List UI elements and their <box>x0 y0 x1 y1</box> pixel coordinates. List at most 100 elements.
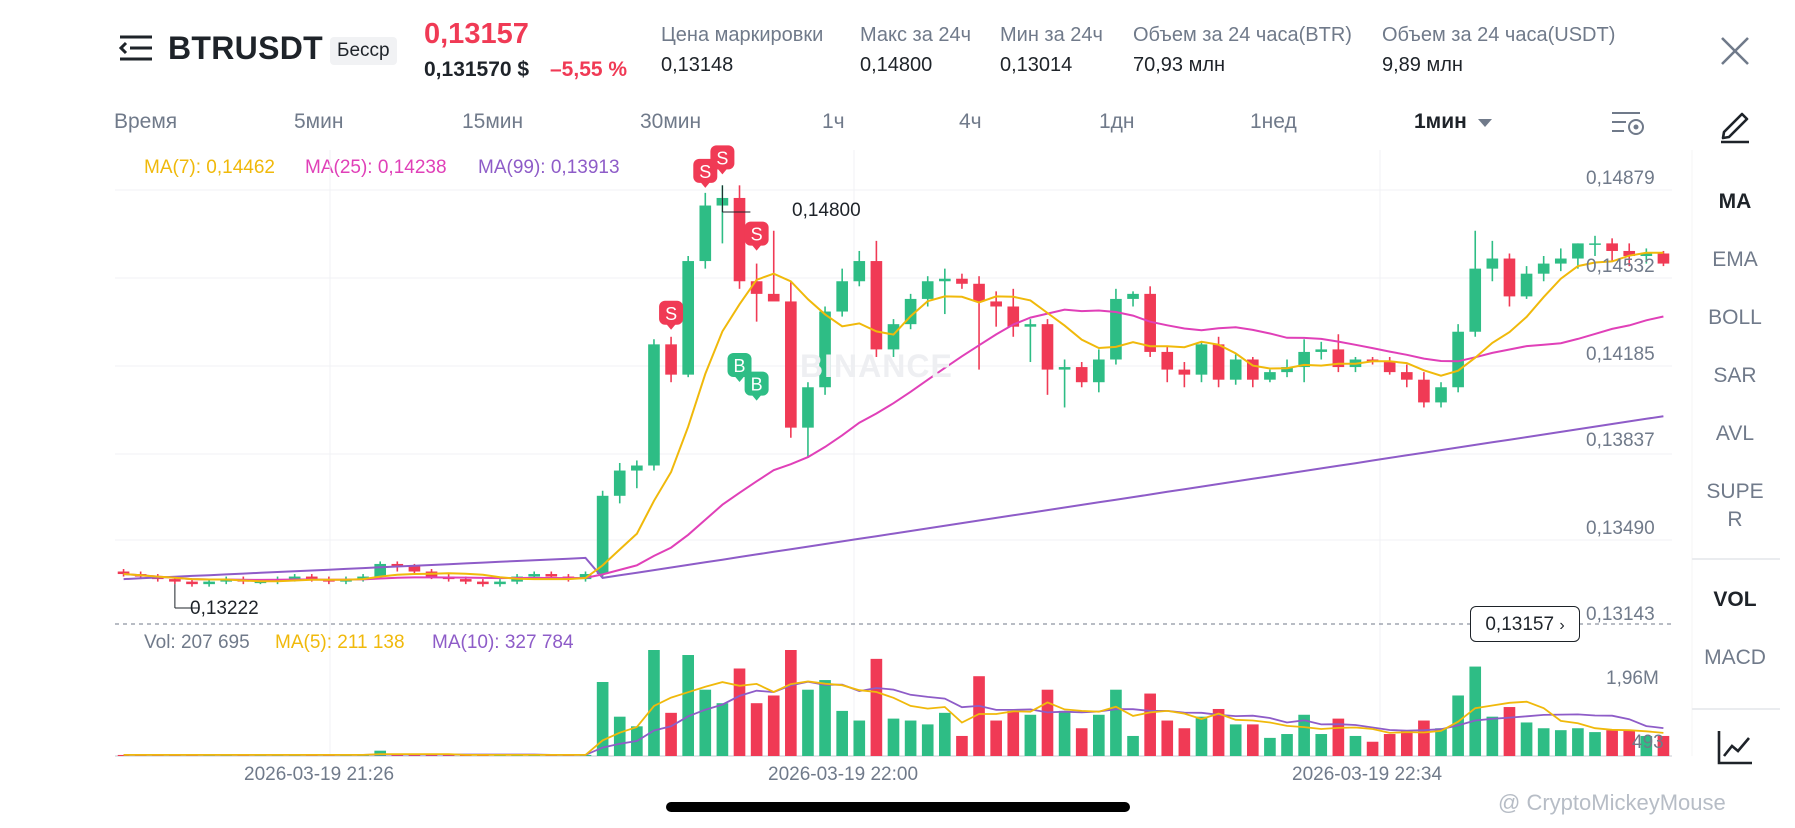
tab-15min[interactable]: 15мин <box>462 110 524 133</box>
tab-5min[interactable]: 5мин <box>294 110 344 133</box>
candle-body <box>1195 344 1208 375</box>
indicator-super-line2: R <box>1727 508 1743 531</box>
chart-settings-icon[interactable] <box>1610 108 1646 138</box>
indicator-vol[interactable]: VOL <box>1713 588 1757 611</box>
time-axis-label: 2026-03-19 21:26 <box>244 764 395 785</box>
ma99-legend: MA(99): 0,13913 <box>478 157 620 178</box>
marker-pointer <box>666 323 677 330</box>
candle-body <box>665 344 677 375</box>
time-axis-label: 2026-03-19 22:00 <box>768 764 919 785</box>
volume-bar <box>1589 732 1601 756</box>
volume-bar <box>767 695 780 756</box>
candle-body <box>1520 273 1533 297</box>
close-icon[interactable] <box>1718 34 1752 68</box>
indicator-boll[interactable]: BOLL <box>1708 306 1762 329</box>
candle-body <box>785 301 797 428</box>
time-label: Время <box>114 110 178 133</box>
vol-btr-value: 70,93 млн <box>1133 54 1226 76</box>
candle-body <box>819 311 831 388</box>
volume-bar <box>442 754 455 756</box>
current-price-box[interactable]: 0,13157 › <box>1470 606 1580 642</box>
chevron-right-icon: › <box>1559 617 1565 634</box>
marker-badge <box>744 371 769 396</box>
candle-body <box>288 576 301 580</box>
menu-icon[interactable] <box>118 33 154 63</box>
volume-bar <box>1144 693 1156 756</box>
candle-body <box>459 579 472 582</box>
marker-letter: S <box>751 225 763 245</box>
tab-30min[interactable]: 30мин <box>640 110 702 133</box>
pair-name[interactable]: BTRUSDT <box>168 30 323 66</box>
candle-body <box>374 563 387 577</box>
volume-bar <box>1520 722 1533 756</box>
candle-body <box>1041 324 1054 370</box>
indicator-super-line1: SUPE <box>1706 480 1764 503</box>
indicator-super[interactable]: SUPE R <box>1690 478 1780 534</box>
candle-body <box>1623 250 1636 257</box>
candle-body <box>1383 362 1396 373</box>
volume-bar <box>1195 716 1208 756</box>
candle-body <box>836 281 848 312</box>
candle-body <box>1606 243 1618 251</box>
candle-body <box>613 470 626 496</box>
time-axis-label: 2026-03-19 22:34 <box>1292 764 1443 785</box>
volume-bar <box>1024 714 1037 756</box>
indicator-avl[interactable]: AVL <box>1715 422 1755 445</box>
volume-bar <box>1503 707 1516 756</box>
candle-body <box>1075 367 1088 383</box>
vol-usdt-label: Объем за 24 часа(USDT) <box>1382 24 1616 46</box>
volume-bar <box>887 718 900 756</box>
price-axis-label: 0,13837 <box>1586 430 1655 451</box>
tab-1w[interactable]: 1нед <box>1250 110 1297 133</box>
indicator-ma[interactable]: MA <box>1718 190 1752 213</box>
marker-pointer <box>751 244 762 251</box>
usd-price: 0,131570 $ <box>424 58 530 81</box>
tab-1min-selected[interactable]: 1мин <box>1414 110 1467 133</box>
indicator-macd[interactable]: MACD <box>1704 646 1766 669</box>
volume-bar <box>1246 724 1259 756</box>
candle-body <box>887 324 900 350</box>
sell-marker: S <box>710 145 735 175</box>
candle-body <box>1058 367 1071 370</box>
candle-body <box>1589 243 1601 245</box>
candle-body <box>1469 268 1482 332</box>
buy-marker: B <box>727 352 752 382</box>
tab-1d[interactable]: 1дн <box>1099 110 1135 133</box>
line-chart-icon[interactable] <box>1716 728 1754 766</box>
volume-bar <box>904 720 917 756</box>
candle-body <box>956 278 968 284</box>
indicator-ema[interactable]: EMA <box>1712 248 1758 271</box>
ma7-legend: MA(7): 0,14462 <box>144 157 275 178</box>
candle-body <box>305 576 318 580</box>
current-price-value: 0,13157 <box>1485 614 1555 635</box>
low-24h-label: Мин за 24ч <box>1000 24 1103 46</box>
tab-1h[interactable]: 1ч <box>822 110 845 133</box>
volume-bar <box>1332 718 1345 756</box>
volume-bar <box>956 735 968 756</box>
price-axis-label: 0,14879 <box>1586 168 1655 189</box>
volume-bar <box>1058 710 1071 756</box>
tab-4h[interactable]: 4ч <box>959 110 982 133</box>
candle-body <box>1093 359 1105 383</box>
indicator-sar[interactable]: SAR <box>1713 364 1757 387</box>
chevron-down-icon[interactable] <box>1478 119 1492 127</box>
sell-marker: S <box>659 300 684 330</box>
ma7-line <box>123 251 1664 583</box>
candle-body <box>1281 367 1293 373</box>
volume-axis-label: 1,96M <box>1606 668 1659 689</box>
marker-badge <box>659 300 684 325</box>
volume-bar <box>750 703 763 756</box>
volume-bar <box>1178 728 1191 756</box>
candle-body <box>391 563 404 567</box>
volume-bar <box>1298 714 1310 756</box>
candle-body <box>1503 258 1516 297</box>
candle-body <box>1332 349 1345 368</box>
vol-ma5-line <box>123 680 1664 756</box>
pencil-icon[interactable] <box>1716 106 1754 144</box>
contract-badge: Бесср <box>330 37 397 65</box>
volume-bar <box>1093 714 1105 756</box>
volume-bar <box>1007 710 1020 756</box>
volume-bar <box>716 703 729 756</box>
mark-price-value: 0,13148 <box>661 54 734 76</box>
